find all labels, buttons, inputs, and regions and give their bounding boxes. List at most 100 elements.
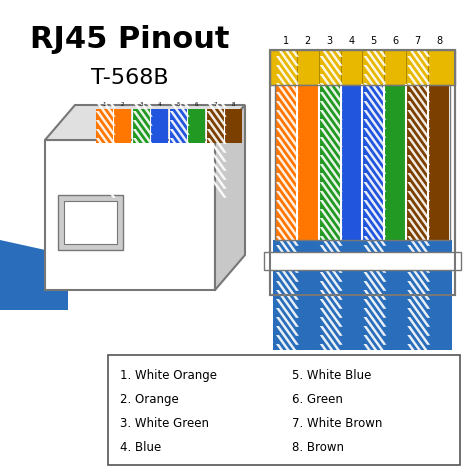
Polygon shape (170, 165, 190, 189)
Polygon shape (96, 165, 116, 189)
Polygon shape (276, 146, 299, 174)
Polygon shape (407, 92, 430, 120)
Polygon shape (407, 146, 430, 174)
Polygon shape (276, 344, 299, 372)
Text: 5. White Blue: 5. White Blue (292, 369, 371, 382)
Bar (429, 85, 449, 240)
Polygon shape (364, 290, 386, 318)
Polygon shape (207, 147, 227, 171)
Polygon shape (276, 92, 299, 120)
Polygon shape (364, 218, 386, 246)
Polygon shape (320, 83, 343, 111)
Polygon shape (407, 110, 430, 138)
Polygon shape (364, 74, 386, 102)
Polygon shape (407, 362, 430, 390)
Polygon shape (364, 146, 386, 174)
Polygon shape (276, 0, 299, 3)
Polygon shape (320, 74, 343, 102)
Polygon shape (364, 353, 386, 381)
Polygon shape (320, 182, 343, 210)
Polygon shape (276, 38, 299, 66)
Polygon shape (364, 65, 386, 93)
Polygon shape (320, 227, 343, 255)
Polygon shape (364, 182, 386, 210)
Polygon shape (407, 47, 430, 75)
Bar (151, 109, 168, 143)
Text: 7: 7 (414, 36, 420, 46)
Polygon shape (364, 20, 386, 48)
Text: 7: 7 (213, 102, 217, 107)
Polygon shape (276, 317, 299, 345)
Polygon shape (364, 110, 386, 138)
Polygon shape (0, 240, 68, 310)
Polygon shape (276, 281, 299, 309)
Polygon shape (364, 245, 386, 273)
Polygon shape (407, 227, 430, 255)
Bar (114, 109, 131, 143)
Polygon shape (320, 29, 343, 57)
Polygon shape (276, 326, 299, 354)
Polygon shape (276, 227, 299, 255)
Polygon shape (133, 174, 153, 198)
Text: 4: 4 (158, 102, 162, 107)
Bar (133, 109, 150, 143)
Polygon shape (407, 11, 430, 39)
Polygon shape (276, 200, 299, 228)
Polygon shape (407, 173, 430, 201)
Polygon shape (320, 254, 343, 282)
Polygon shape (407, 155, 430, 183)
Bar (273, 240, 452, 295)
Polygon shape (276, 371, 299, 399)
Polygon shape (364, 227, 386, 255)
Polygon shape (320, 200, 343, 228)
Polygon shape (320, 128, 343, 156)
Polygon shape (320, 164, 343, 192)
Text: 4. Blue: 4. Blue (120, 441, 161, 454)
Bar (170, 109, 187, 143)
Text: 6: 6 (195, 102, 199, 107)
Text: 7. White Brown: 7. White Brown (292, 417, 383, 430)
Polygon shape (407, 308, 430, 336)
Text: 8. Brown: 8. Brown (292, 441, 344, 454)
Polygon shape (364, 371, 386, 399)
Text: 1. White Orange: 1. White Orange (120, 369, 217, 382)
Polygon shape (407, 389, 430, 417)
Polygon shape (364, 254, 386, 282)
Polygon shape (364, 200, 386, 228)
Polygon shape (364, 308, 386, 336)
Polygon shape (407, 65, 430, 93)
Polygon shape (276, 335, 299, 363)
Bar (264, 252, 461, 270)
Polygon shape (407, 0, 430, 12)
Polygon shape (320, 344, 343, 372)
Polygon shape (276, 2, 299, 30)
Polygon shape (407, 344, 430, 372)
Polygon shape (407, 29, 430, 57)
Polygon shape (96, 75, 116, 99)
Polygon shape (407, 101, 430, 129)
Polygon shape (407, 137, 430, 165)
Polygon shape (276, 101, 299, 129)
Polygon shape (276, 272, 299, 300)
Polygon shape (320, 371, 343, 399)
Bar (133, 109, 150, 143)
Polygon shape (320, 11, 343, 39)
Bar (108, 355, 460, 465)
Bar (188, 109, 205, 143)
Polygon shape (407, 299, 430, 327)
Text: 5: 5 (370, 36, 376, 46)
Polygon shape (276, 110, 299, 138)
Polygon shape (207, 75, 227, 99)
Polygon shape (364, 83, 386, 111)
Polygon shape (364, 128, 386, 156)
Polygon shape (407, 182, 430, 210)
Polygon shape (320, 0, 343, 3)
Polygon shape (320, 389, 343, 417)
Polygon shape (276, 389, 299, 417)
Polygon shape (170, 156, 190, 180)
Polygon shape (407, 317, 430, 345)
Polygon shape (364, 344, 386, 372)
Text: 4: 4 (348, 36, 355, 46)
Polygon shape (407, 254, 430, 282)
Polygon shape (320, 317, 343, 345)
